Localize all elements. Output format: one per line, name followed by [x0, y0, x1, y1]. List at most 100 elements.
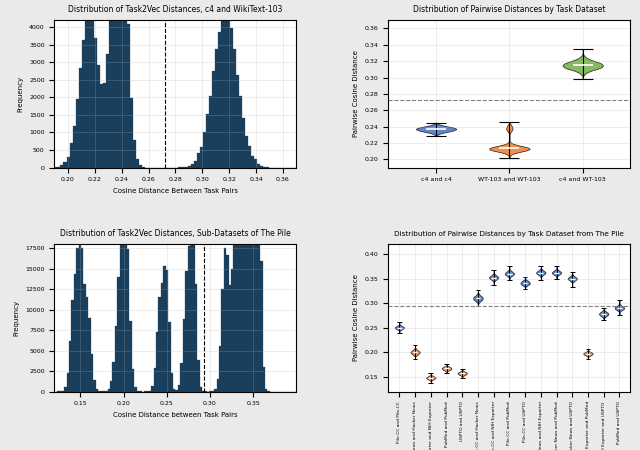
Bar: [200, 387, 202, 392]
Bar: [227, 14, 230, 167]
Bar: [81, 248, 83, 392]
Bar: [195, 284, 197, 392]
Y-axis label: Pairwise Cosine Distance: Pairwise Cosine Distance: [353, 50, 359, 137]
Bar: [243, 0, 246, 392]
Bar: [91, 20, 93, 167]
Bar: [60, 165, 63, 167]
Bar: [196, 153, 200, 167]
Bar: [61, 391, 64, 392]
Bar: [175, 390, 178, 392]
Bar: [117, 277, 120, 392]
Bar: [79, 68, 82, 167]
Bar: [82, 40, 84, 167]
Bar: [132, 369, 134, 392]
Bar: [91, 354, 93, 392]
Bar: [106, 54, 109, 167]
Bar: [127, 249, 129, 392]
Bar: [127, 24, 130, 167]
Bar: [121, 0, 124, 167]
Bar: [103, 83, 106, 167]
Bar: [224, 248, 226, 392]
Bar: [258, 72, 260, 392]
Bar: [67, 374, 69, 392]
Bar: [216, 379, 219, 392]
Bar: [233, 49, 236, 167]
Bar: [105, 391, 108, 392]
Bar: [88, 319, 91, 392]
Bar: [236, 222, 238, 392]
Bar: [191, 164, 193, 167]
Bar: [151, 386, 154, 392]
Bar: [228, 285, 231, 392]
Bar: [63, 162, 67, 167]
Bar: [76, 99, 79, 167]
Bar: [236, 75, 239, 167]
Bar: [254, 159, 257, 167]
Bar: [93, 38, 97, 167]
X-axis label: Cosine Distance Between Task Pairs: Cosine Distance Between Task Pairs: [113, 188, 238, 194]
Bar: [84, 21, 88, 167]
Y-axis label: Frequency: Frequency: [13, 300, 20, 336]
Bar: [159, 297, 161, 392]
Bar: [122, 193, 125, 392]
Bar: [242, 117, 245, 167]
Bar: [130, 98, 133, 167]
Bar: [184, 166, 188, 167]
Bar: [113, 362, 115, 392]
Bar: [251, 156, 254, 167]
Bar: [163, 266, 166, 392]
Bar: [173, 389, 175, 392]
Bar: [253, 0, 255, 392]
Bar: [109, 0, 112, 167]
Bar: [125, 195, 127, 392]
Bar: [257, 164, 260, 167]
Bar: [262, 367, 265, 392]
Bar: [168, 322, 171, 392]
Bar: [137, 391, 139, 392]
Bar: [221, 289, 224, 392]
Bar: [88, 10, 91, 167]
Bar: [255, 0, 258, 392]
Bar: [209, 96, 212, 167]
Bar: [185, 271, 188, 392]
Bar: [171, 373, 173, 392]
Bar: [200, 147, 203, 167]
Title: Distribution of Pairwise Distances by Task Dataset: Distribution of Pairwise Distances by Ta…: [413, 5, 605, 14]
Bar: [178, 385, 180, 392]
Bar: [182, 319, 185, 392]
Bar: [214, 389, 216, 392]
Bar: [246, 0, 248, 392]
Bar: [124, 0, 127, 167]
Bar: [76, 248, 79, 392]
Bar: [212, 71, 215, 167]
Bar: [74, 274, 76, 392]
Bar: [120, 228, 122, 392]
Y-axis label: Pairwise Cosine Distance: Pairwise Cosine Distance: [353, 274, 359, 361]
Bar: [260, 166, 263, 167]
Bar: [226, 255, 228, 392]
Bar: [58, 166, 60, 167]
Bar: [197, 360, 200, 392]
Bar: [71, 301, 74, 392]
Title: Distribution of Task2Vec Distances, Sub-Datasets of The Pile: Distribution of Task2Vec Distances, Sub-…: [60, 229, 291, 238]
Bar: [154, 368, 156, 392]
Bar: [79, 224, 81, 392]
Bar: [95, 389, 98, 392]
Bar: [224, 13, 227, 167]
Bar: [250, 0, 253, 392]
Bar: [203, 132, 205, 167]
Bar: [215, 49, 218, 167]
Bar: [134, 387, 137, 392]
Title: Distribution of Pairwise Distances by Task Dataset from The Pile: Distribution of Pairwise Distances by Ta…: [394, 231, 625, 237]
Bar: [219, 346, 221, 392]
Bar: [129, 321, 132, 392]
Bar: [115, 326, 117, 392]
Bar: [70, 143, 72, 167]
Bar: [100, 84, 103, 167]
Bar: [64, 387, 67, 392]
Bar: [234, 228, 236, 392]
Bar: [133, 140, 136, 167]
Bar: [230, 28, 233, 167]
Bar: [118, 0, 121, 167]
Bar: [93, 380, 95, 392]
